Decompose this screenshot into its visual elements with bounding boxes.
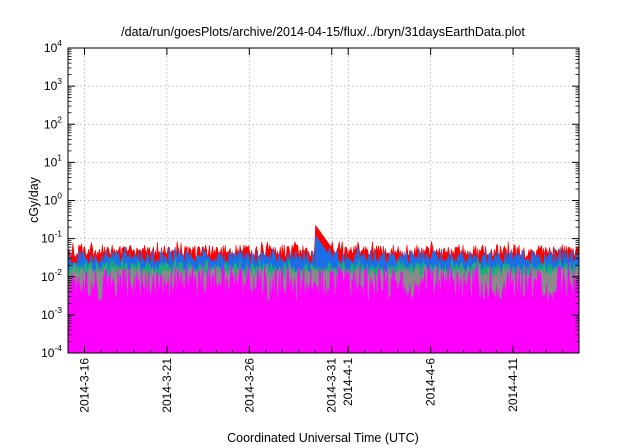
y-tick-label: 100 [44, 191, 62, 208]
x-tick-label: 2014-3-21 [160, 358, 174, 413]
series-magenta-dropout-spike [406, 303, 409, 353]
y-tick-label: 10-3 [41, 305, 62, 322]
x-tick-label: 2014-4-1 [341, 358, 355, 406]
data-series [67, 225, 580, 354]
y-tick-label: 101 [44, 152, 62, 169]
x-tick-label: 2014-3-16 [77, 358, 91, 413]
series-magenta-dropout-spike [159, 303, 162, 353]
y-tick-label: 10-2 [41, 267, 62, 284]
series-magenta-dropout-spike [538, 303, 541, 353]
chart-title: /data/run/goesPlots/archive/2014-04-15/f… [121, 25, 525, 39]
x-tick-label: 2014-3-26 [242, 358, 256, 413]
series-magenta-area [67, 262, 580, 354]
x-tick-label: 2014-3-31 [325, 358, 339, 413]
x-axis-label: Coordinated Universal Time (UTC) [227, 431, 419, 445]
series-magenta-dropout-spike [109, 303, 113, 353]
series-magenta-dropout-spike [274, 303, 277, 353]
y-tick-label: 102 [44, 114, 62, 131]
series-magenta-dropout-spike [505, 303, 508, 353]
y-axis-label: cGy/day [27, 176, 41, 223]
y-tick-label: 10-4 [41, 343, 62, 360]
x-axis: 2014-3-16 2014-3-21 2014-3-26 2014-3-31 2014… [67, 48, 580, 413]
x-tick-label: 2014-4-11 [506, 358, 520, 412]
y-tick-label: 104 [44, 38, 62, 55]
y-tick-label: 10-1 [41, 229, 62, 246]
y-axis: 104 103 102 101 100 10-1 10-2 10-3 10-4 [41, 38, 579, 360]
y-tick-label: 103 [44, 76, 62, 93]
x-tick-label: 2014-4-6 [424, 358, 438, 406]
